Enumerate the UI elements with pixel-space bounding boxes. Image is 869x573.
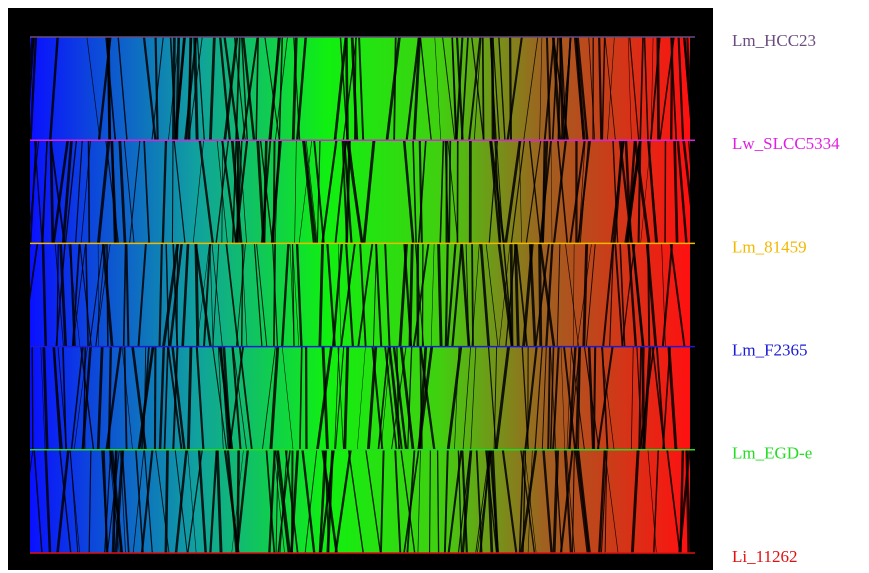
- gap-streak: [643, 347, 644, 450]
- gap-streak: [449, 140, 450, 243]
- genome-label: Lm_EGD-e: [732, 444, 812, 463]
- gap-streak: [658, 37, 659, 140]
- genome-label: Lm_F2365: [732, 341, 808, 360]
- band: [30, 450, 690, 553]
- gap-streak: [594, 347, 595, 450]
- genome-label: Lm_HCC23: [732, 31, 816, 50]
- gap-streak: [238, 450, 239, 553]
- gap-streak: [177, 243, 178, 346]
- gap-streak: [107, 243, 108, 346]
- synteny-view: Lm_HCC23 Lw_SLCC5334 Lm_81459 Lm_F2365 Lm_EG…: [0, 0, 869, 573]
- gap-streak: [472, 243, 473, 346]
- genome-label: Lw_SLCC5334: [732, 134, 840, 153]
- gap-streak: [89, 140, 90, 243]
- gap-streak: [346, 37, 347, 140]
- genome-label: Li_11262: [732, 547, 797, 566]
- gap-streak: [540, 243, 541, 346]
- gap-streak: [483, 37, 484, 140]
- gap-streak: [166, 450, 168, 553]
- gap-streak: [172, 140, 173, 243]
- gap-streak: [274, 243, 275, 346]
- genome-labels: Lm_HCC23 Lw_SLCC5334 Lm_81459 Lm_F2365 Lm_EG…: [732, 31, 840, 566]
- genome-label: Lm_81459: [732, 237, 807, 256]
- gap-streak: [274, 140, 275, 243]
